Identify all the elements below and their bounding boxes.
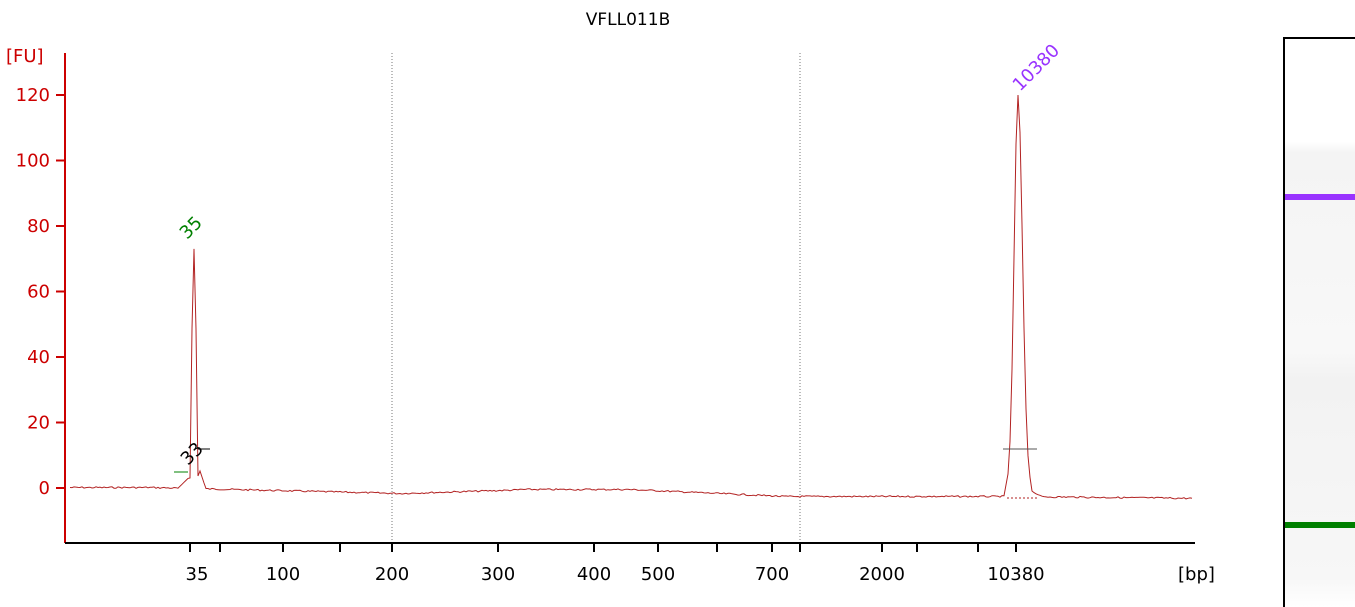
peak-label-33: 33 [177, 438, 208, 469]
peak-baselines [174, 448, 1037, 499]
y-ticks: 0 20 40 60 80 100 120 [16, 85, 65, 499]
gel-band [1285, 194, 1355, 200]
y-tick-label: 80 [27, 216, 50, 237]
electropherogram-chart: VFLL011B [FU] [bp] 0 20 40 60 80 100 120 35 100… [6, 10, 1215, 585]
chart-title: VFLL011B [586, 10, 670, 30]
y-tick-label: 20 [27, 413, 50, 434]
gridlines [391, 53, 801, 543]
x-tick-label: 10380 [987, 564, 1044, 585]
y-tick-label: 40 [27, 347, 50, 368]
x-tick-label: 200 [375, 564, 409, 585]
gel-band [1285, 522, 1355, 528]
x-tick-label: 700 [755, 564, 789, 585]
peak-label-35: 35 [176, 212, 207, 243]
x-tick-label: 100 [266, 564, 300, 585]
y-tick-label: 60 [27, 282, 50, 303]
x-tick-label: 400 [577, 564, 611, 585]
y-tick-label: 100 [16, 151, 50, 172]
peak-labels: 35 33 10380 [176, 40, 1064, 469]
x-tick-label: 35 [186, 564, 209, 585]
y-tick-label: 120 [16, 85, 50, 106]
x-ticks: 35 100 200 300 400 500 700 2000 10380 [186, 543, 1045, 585]
x-tick-label: 500 [641, 564, 675, 585]
y-tick-label: 0 [39, 478, 50, 499]
peak-label-10380: 10380 [1009, 40, 1064, 95]
signal-trace [69, 94, 1193, 500]
gel-lane [1283, 37, 1355, 607]
trace [69, 94, 1193, 500]
x-axis-unit: [bp] [1178, 564, 1215, 585]
x-tick-label: 2000 [859, 564, 905, 585]
y-axis-unit: [FU] [6, 46, 44, 67]
x-tick-label: 300 [481, 564, 515, 585]
